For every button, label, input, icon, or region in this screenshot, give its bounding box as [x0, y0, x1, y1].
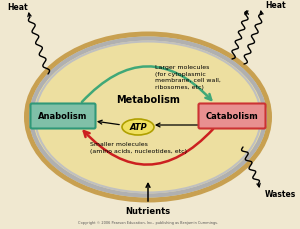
FancyBboxPatch shape — [199, 104, 266, 129]
Text: Smaller molecules
(amino acids, nucleotides, etc): Smaller molecules (amino acids, nucleoti… — [90, 141, 187, 153]
Ellipse shape — [24, 32, 272, 203]
Text: ATP: ATP — [129, 123, 147, 132]
FancyArrowPatch shape — [84, 129, 213, 165]
FancyArrowPatch shape — [82, 67, 211, 103]
Text: Heat: Heat — [265, 2, 286, 11]
Ellipse shape — [122, 120, 154, 135]
Text: Larger molecules
(for cytoplasmic
membrane, cell wall,
ribosomes, etc): Larger molecules (for cytoplasmic membra… — [155, 65, 221, 89]
Text: Metabolism: Metabolism — [116, 95, 180, 105]
Text: Wastes: Wastes — [265, 190, 296, 199]
Text: Catabolism: Catabolism — [206, 112, 258, 121]
FancyBboxPatch shape — [31, 104, 95, 129]
Ellipse shape — [29, 37, 267, 198]
Text: Heat: Heat — [8, 3, 28, 12]
Text: Copyright © 2006 Pearson Education, Inc., publishing as Benjamin Cummings.: Copyright © 2006 Pearson Education, Inc.… — [78, 220, 218, 224]
Text: Anabolism: Anabolism — [38, 112, 88, 121]
Text: Nutrients: Nutrients — [125, 207, 171, 215]
